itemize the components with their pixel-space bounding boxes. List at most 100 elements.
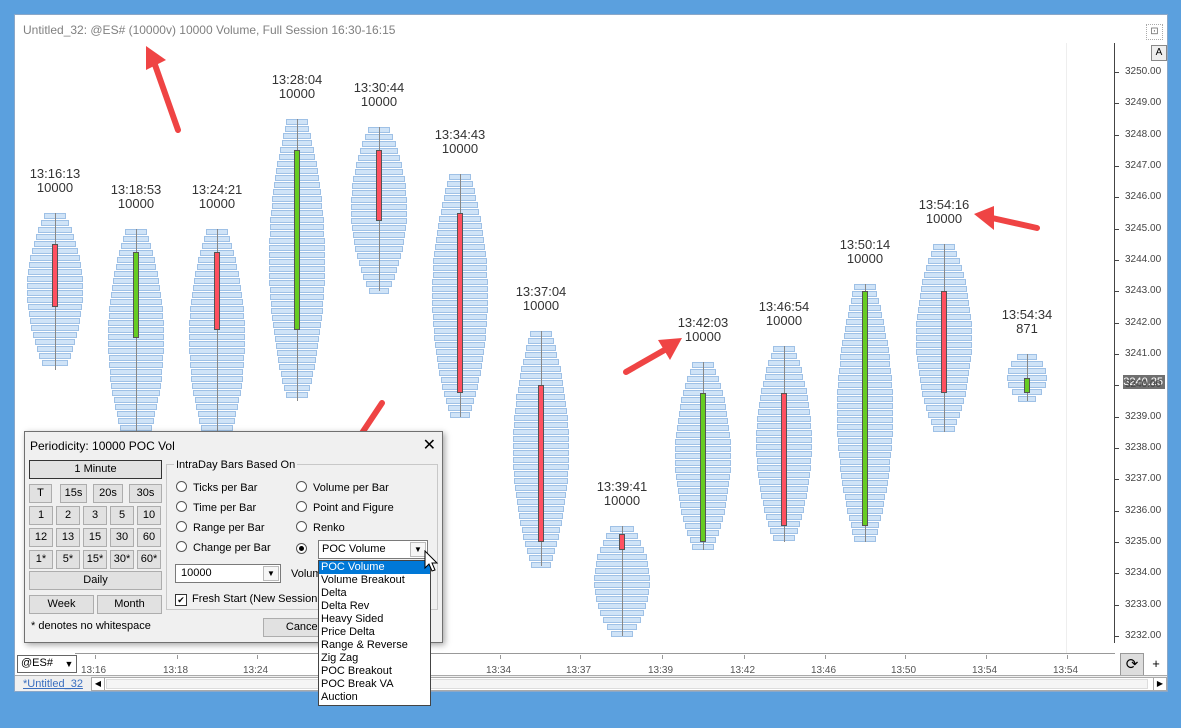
tick-button[interactable]: T bbox=[29, 484, 52, 503]
dropdown-option[interactable]: POC Volume bbox=[319, 561, 430, 574]
minute-button[interactable]: 15 bbox=[83, 528, 107, 547]
minute-button[interactable]: 15* bbox=[83, 550, 107, 569]
minute-button[interactable]: 60 bbox=[137, 528, 161, 547]
minute-button[interactable]: 1* bbox=[29, 550, 53, 569]
volume-profile-row bbox=[449, 411, 471, 418]
bar-body[interactable] bbox=[941, 291, 947, 394]
dropdown-option[interactable]: POC Breakout bbox=[321, 665, 392, 677]
dropdown-option[interactable]: Volume Breakout bbox=[321, 574, 405, 586]
chevron-down-icon[interactable]: ▼ bbox=[64, 659, 74, 669]
bar-body[interactable] bbox=[619, 534, 625, 550]
volume-profile-row bbox=[108, 347, 164, 354]
dropdown-option[interactable]: Delta bbox=[321, 587, 347, 599]
bar-body[interactable] bbox=[781, 393, 787, 527]
week-button[interactable]: Week bbox=[29, 595, 94, 614]
bar-count-input[interactable]: 10000 ▼ bbox=[175, 564, 281, 583]
refresh-icon[interactable]: ⟳ bbox=[1120, 653, 1144, 677]
volume-profile-row bbox=[286, 119, 308, 125]
volume-profile-row bbox=[192, 382, 242, 389]
minute-button[interactable]: 3 bbox=[83, 506, 107, 525]
tick-button[interactable]: 15s bbox=[60, 484, 87, 503]
volume-profile-row bbox=[32, 332, 78, 338]
volume-profile-row bbox=[524, 351, 558, 358]
chevron-down-icon[interactable]: ▼ bbox=[263, 566, 279, 581]
volume-profile-row bbox=[611, 631, 633, 638]
volume-profile-row bbox=[766, 367, 802, 374]
minute-button[interactable]: 10 bbox=[137, 506, 161, 525]
horizontal-scrollbar[interactable]: ◀ ▶ bbox=[91, 677, 1167, 691]
radio-option[interactable]: Ticks per Bar bbox=[176, 481, 257, 494]
bar-body[interactable] bbox=[133, 252, 139, 339]
radio-option[interactable]: Volume per Bar bbox=[296, 481, 389, 494]
price-axis[interactable] bbox=[1114, 43, 1167, 643]
volume-profile-row bbox=[111, 382, 161, 389]
time-axis[interactable] bbox=[75, 653, 1115, 676]
minute-button[interactable]: 5* bbox=[56, 550, 80, 569]
bar-body[interactable] bbox=[1024, 377, 1030, 394]
price-tick bbox=[1114, 260, 1119, 261]
minute-button[interactable]: 2 bbox=[56, 506, 80, 525]
volume-profile-row bbox=[595, 596, 648, 603]
scroll-thumb[interactable] bbox=[106, 679, 1148, 689]
bar-body[interactable] bbox=[214, 252, 220, 331]
scroll-left-icon[interactable]: ◀ bbox=[91, 677, 105, 691]
volume-profile-row bbox=[603, 617, 641, 624]
volume-profile-row bbox=[924, 398, 964, 405]
one-minute-button[interactable]: 1 Minute bbox=[29, 460, 162, 479]
bar-body[interactable] bbox=[862, 291, 868, 527]
minute-button[interactable]: 12 bbox=[29, 528, 53, 547]
radio-option[interactable]: Point and Figure bbox=[296, 501, 394, 514]
bar-body[interactable] bbox=[376, 150, 382, 221]
bar-body[interactable] bbox=[52, 244, 58, 307]
volume-profile-row bbox=[274, 336, 320, 342]
tick-button[interactable]: 30s bbox=[129, 484, 162, 503]
radio-option[interactable]: Time per Bar bbox=[176, 501, 256, 514]
dropdown-option[interactable]: Range & Reverse bbox=[321, 639, 408, 651]
volume-profile-row bbox=[518, 379, 564, 386]
minute-button[interactable]: 5 bbox=[110, 506, 134, 525]
volume-profile-row bbox=[530, 330, 552, 337]
minute-button[interactable]: 1 bbox=[29, 506, 53, 525]
time-tick bbox=[580, 655, 581, 659]
tick-button[interactable]: 20s bbox=[93, 484, 123, 503]
dropdown-option[interactable]: Auction bbox=[321, 691, 358, 703]
fresh-start-label: Fresh Start (New Session S bbox=[192, 593, 328, 605]
radio-custom[interactable] bbox=[296, 543, 313, 556]
add-pane-button[interactable]: + bbox=[1152, 656, 1160, 671]
tab-untitled[interactable]: *Untitled_32 bbox=[23, 678, 83, 690]
minute-button[interactable]: 13 bbox=[56, 528, 80, 547]
dropdown-option[interactable]: Heavy Sided bbox=[321, 613, 384, 625]
volume-profile-row bbox=[1017, 396, 1037, 402]
bar-body[interactable] bbox=[700, 393, 706, 542]
price-tick bbox=[1114, 134, 1119, 136]
dropdown-option[interactable]: Delta Rev bbox=[321, 600, 370, 612]
scroll-right-icon[interactable]: ▶ bbox=[1153, 677, 1167, 691]
bar-body[interactable] bbox=[457, 213, 463, 394]
radio-option[interactable]: Change per Bar bbox=[176, 541, 271, 554]
bar-wick bbox=[136, 228, 137, 448]
pin-icon[interactable]: ⊡ bbox=[1146, 24, 1163, 40]
chevron-down-icon[interactable]: ▼ bbox=[410, 542, 426, 557]
price-label: 3239.00 bbox=[1125, 410, 1162, 422]
price-label: 3240.00 bbox=[1125, 379, 1162, 391]
dropdown-option[interactable]: POC Break VA bbox=[321, 678, 394, 690]
bar-body[interactable] bbox=[538, 385, 544, 542]
price-label: 3249.00 bbox=[1125, 97, 1162, 109]
count-unit-label: Volum bbox=[291, 568, 322, 580]
bar-body[interactable] bbox=[294, 150, 300, 331]
dropdown-option[interactable]: Zig Zag bbox=[321, 652, 359, 664]
month-button[interactable]: Month bbox=[97, 595, 162, 614]
symbol-select[interactable]: @ES# ▼ bbox=[17, 655, 77, 673]
close-icon[interactable]: ✕ bbox=[422, 437, 436, 454]
auto-scale-button[interactable]: A bbox=[1151, 45, 1167, 61]
bar-type-select[interactable]: POC Volume ▼ bbox=[318, 540, 428, 559]
daily-button[interactable]: Daily bbox=[29, 571, 162, 590]
dropdown-option[interactable]: Price Delta bbox=[321, 626, 375, 638]
radio-option[interactable]: Range per Bar bbox=[176, 521, 265, 534]
minute-button[interactable]: 30* bbox=[110, 550, 134, 569]
fresh-start-checkbox[interactable]: ✔ Fresh Start (New Session S bbox=[175, 593, 328, 606]
radio-option[interactable]: Renko bbox=[296, 521, 345, 534]
minute-button[interactable]: 60* bbox=[137, 550, 161, 569]
minute-button[interactable]: 30 bbox=[110, 528, 134, 547]
price-tick bbox=[1114, 291, 1119, 293]
